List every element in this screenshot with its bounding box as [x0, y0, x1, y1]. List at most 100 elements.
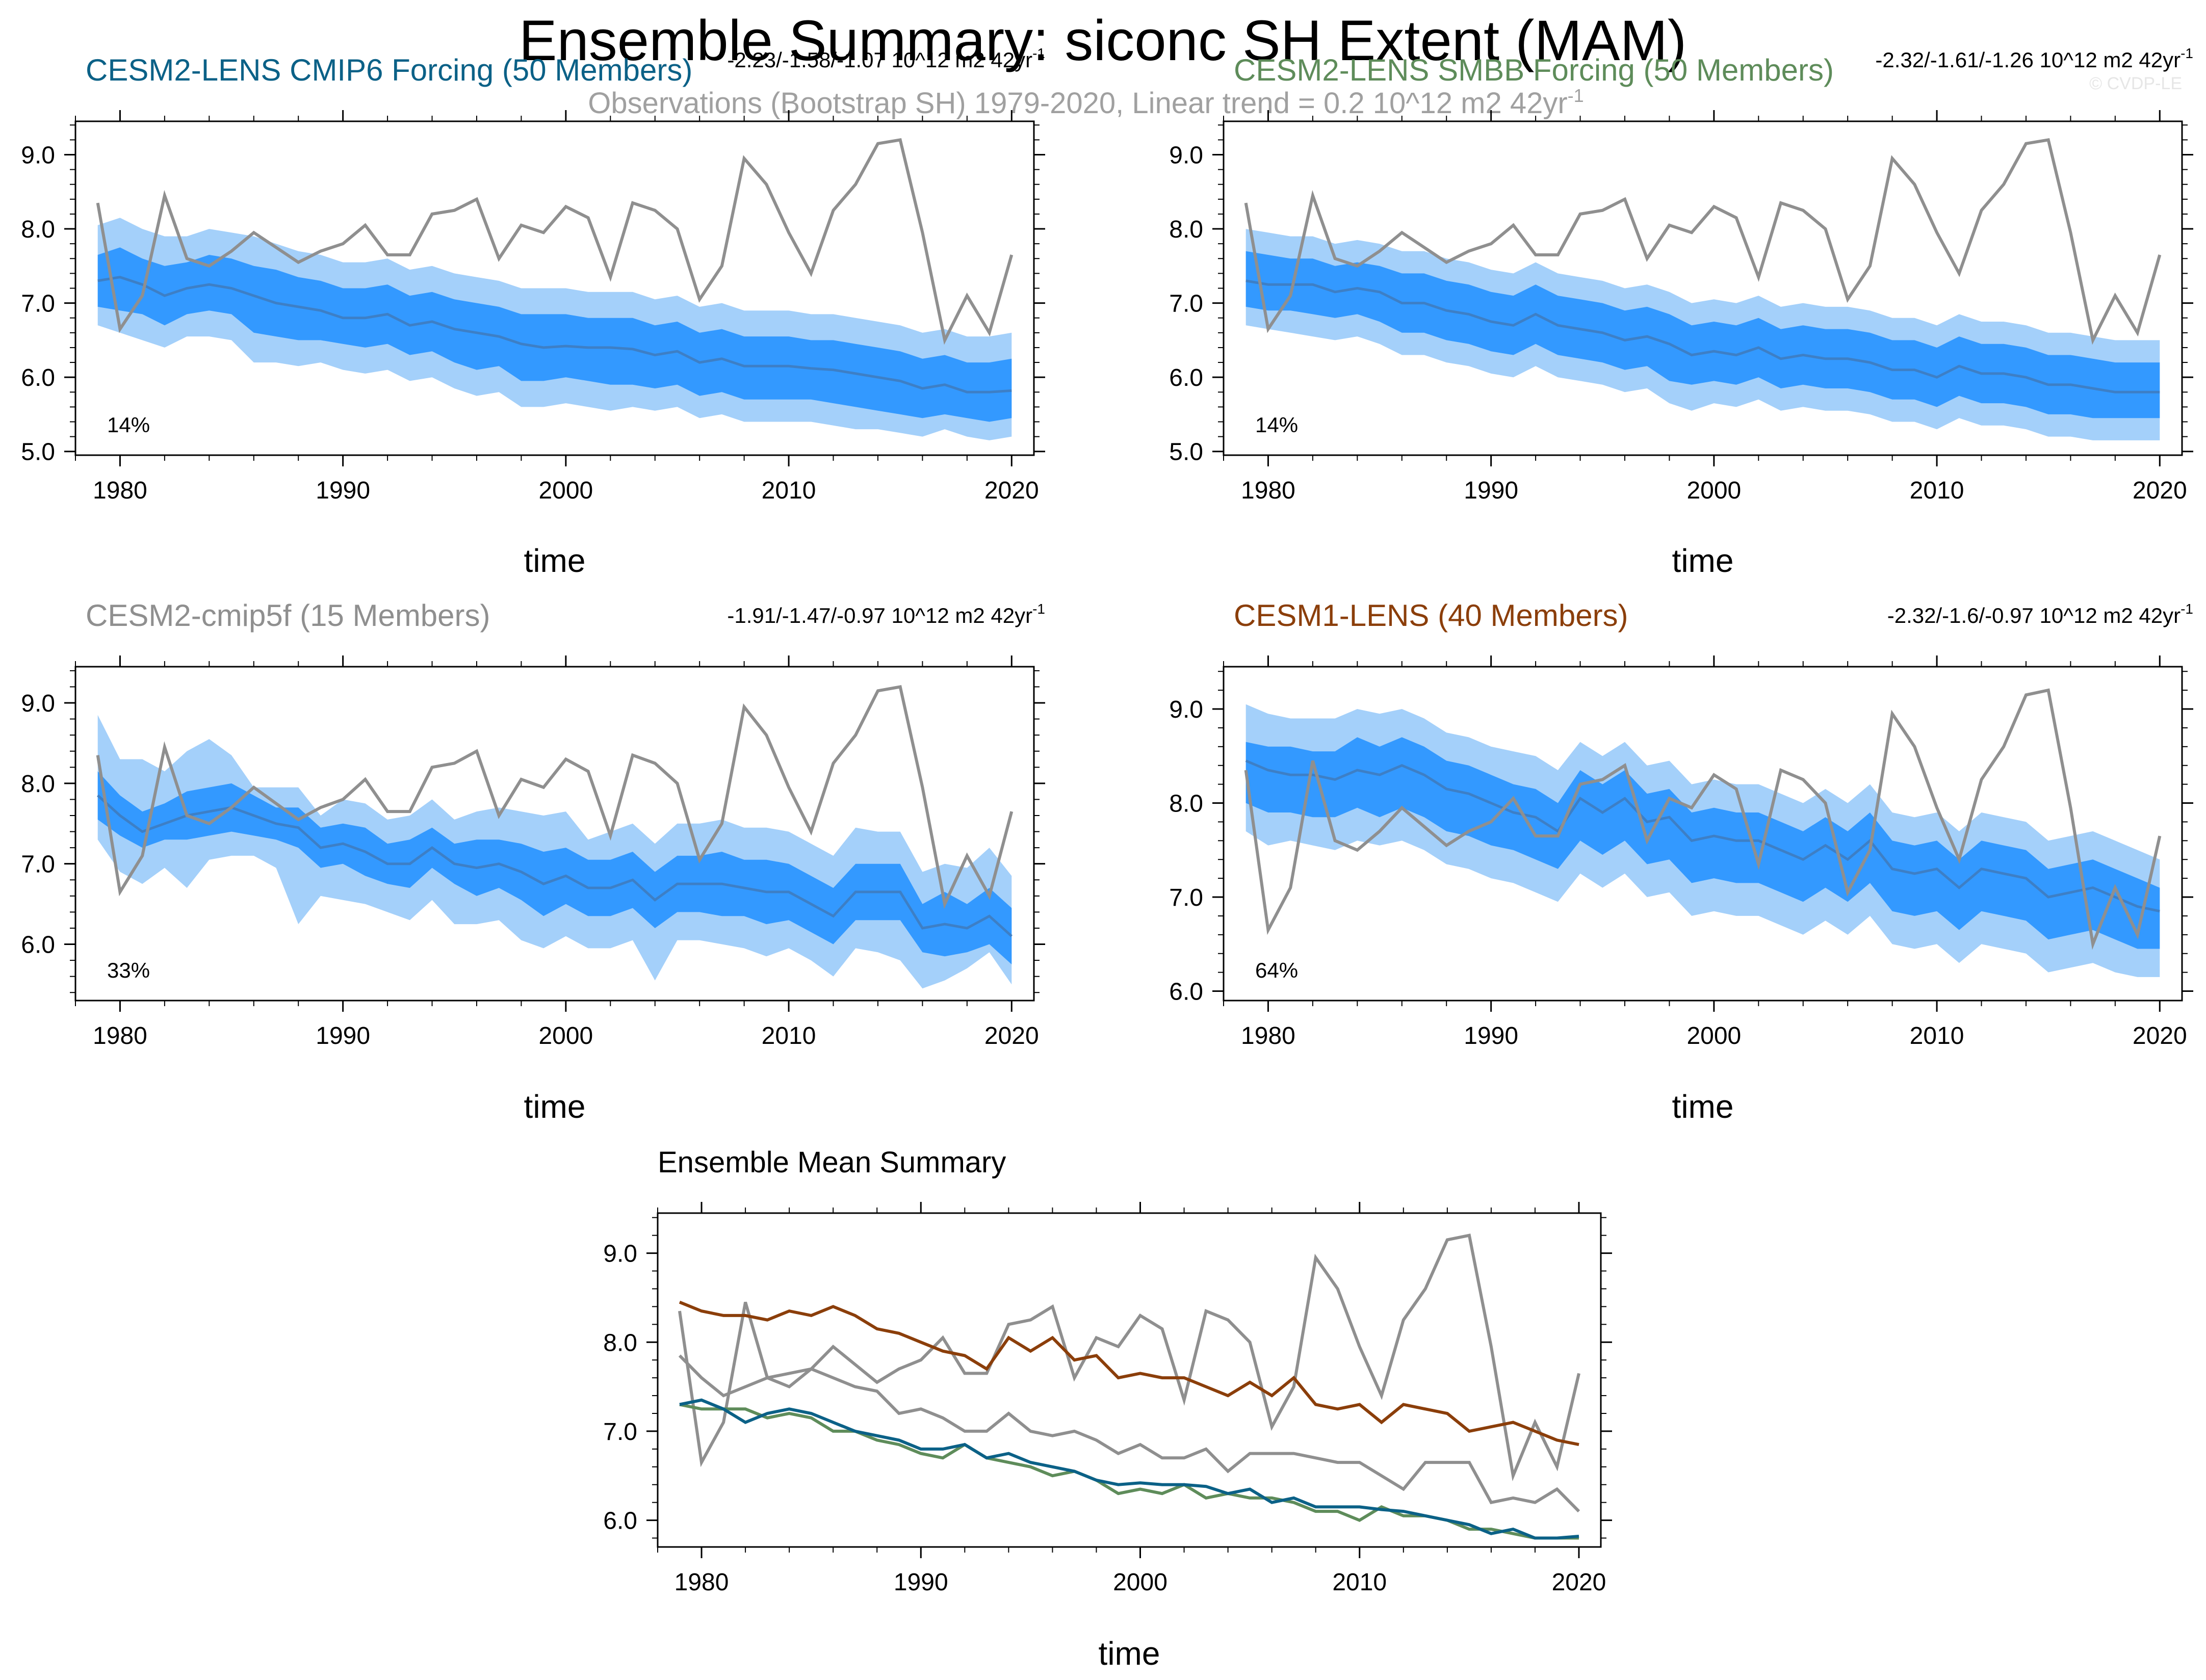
y-tick-label: 6.0	[21, 364, 55, 391]
mean-line-cesm2-cmip5f	[678, 1354, 1580, 1513]
ensemble-spread-band	[97, 247, 1012, 422]
y-tick-label: 8.0	[1169, 216, 1203, 243]
x-axis-label: time	[1672, 1088, 1734, 1125]
y-tick-label: 6.0	[603, 1508, 637, 1535]
observations-line	[1244, 138, 2162, 345]
panel-title: Ensemble Mean Summary	[658, 1146, 1006, 1179]
observations-line	[1244, 688, 2162, 950]
y-tick-label: 7.0	[1169, 291, 1203, 318]
x-axis-label: time	[524, 542, 586, 579]
panel-title: CESM2-LENS SMBB Forcing (50 Members)	[1234, 53, 1834, 87]
x-tick-label: 2000	[1686, 477, 1741, 504]
mean-line-cesm1-lens	[679, 1300, 1579, 1447]
panel-trend-sup: -1	[2181, 45, 2193, 61]
panel-trend-text: -1.91/-1.47/-0.97 10^12 m2 42yr-1	[727, 601, 1045, 627]
y-tick-label: 7.0	[603, 1419, 637, 1446]
x-tick-label: 1980	[93, 477, 147, 504]
y-tick-label: 7.0	[21, 851, 55, 878]
panel-trend-sup: -1	[2181, 601, 2193, 617]
y-tick-label: 6.0	[21, 932, 55, 959]
y-tick-label: 9.0	[1169, 142, 1203, 169]
x-tick-label: 2000	[1113, 1569, 1167, 1596]
panel-title: CESM2-cmip5f (15 Members)	[86, 598, 490, 633]
panel-trend-value: -2.32/-1.6/-0.97 10^12 m2 42yr	[1887, 603, 2181, 627]
y-tick-label: 8.0	[21, 216, 55, 243]
panel-trend-text: -2.32/-1.6/-0.97 10^12 m2 42yr-1	[1887, 601, 2193, 627]
x-tick-label: 2020	[984, 1022, 1039, 1049]
x-tick-label: 2010	[762, 1022, 816, 1049]
x-tick-label: 1990	[316, 477, 370, 504]
panel-trend-text: -2.32/-1.61/-1.26 10^12 m2 42yr-1	[1875, 45, 2193, 72]
panel-trend-sup: -1	[1032, 601, 1045, 617]
x-tick-label: 2020	[1552, 1569, 1606, 1596]
y-tick-label: 7.0	[1169, 884, 1203, 911]
observations-subtitle-sup: -1	[1568, 85, 1584, 106]
y-tick-label: 9.0	[603, 1241, 637, 1268]
y-tick-label: 8.0	[21, 771, 55, 798]
mean-line-observations	[678, 1233, 1580, 1482]
panel-trend-value: -2.32/-1.61/-1.26 10^12 m2 42yr	[1875, 48, 2181, 72]
ensemble-spread-band	[97, 771, 1012, 964]
x-tick-label: 2010	[1910, 1022, 1964, 1049]
x-tick-label: 2000	[538, 477, 593, 504]
x-tick-label: 1990	[894, 1569, 948, 1596]
percent-label: 64%	[1255, 958, 1298, 982]
y-tick-label: 5.0	[1169, 439, 1203, 466]
panel-trend-text: -2.23/-1.58/-1.07 10^12 m2 42yr-1	[727, 45, 1045, 72]
x-tick-label: 2020	[2133, 1022, 2187, 1049]
x-tick-label: 2010	[1332, 1569, 1387, 1596]
plot-frame	[657, 1212, 1602, 1548]
ensemble-mean-line	[1245, 759, 2160, 913]
x-tick-label: 1990	[1464, 1022, 1518, 1049]
x-tick-label: 1990	[1464, 477, 1518, 504]
percent-label: 33%	[107, 958, 150, 982]
observations-subtitle: Observations (Bootstrap SH) 1979-2020, L…	[588, 85, 1584, 120]
y-tick-label: 6.0	[1169, 364, 1203, 391]
panel-title: CESM1-LENS (40 Members)	[1234, 598, 1628, 633]
panel-trend-value: -1.91/-1.47/-0.97 10^12 m2 42yr	[727, 603, 1032, 627]
y-tick-label: 8.0	[603, 1329, 637, 1356]
percent-label: 14%	[107, 413, 150, 437]
y-tick-label: 9.0	[21, 690, 55, 717]
x-axis-label: time	[524, 1088, 586, 1125]
observations-subtitle-text: Observations (Bootstrap SH) 1979-2020, L…	[588, 87, 1567, 120]
panel-cesm2-lens-cmip6: CESM2-LENS CMIP6 Forcing (50 Members) -2.…	[21, 45, 1045, 579]
panel-trend-sup: -1	[1032, 45, 1045, 61]
y-tick-label: 7.0	[21, 291, 55, 318]
ensemble-spread-band	[1245, 737, 2160, 949]
ensemble-mean-line	[97, 794, 1013, 937]
x-tick-label: 1980	[1241, 1022, 1295, 1049]
x-tick-label: 2010	[1910, 477, 1964, 504]
panel-ensemble-mean-summary: Ensemble Mean Summary 6.0 7.0 8.0 9.0 1980 199…	[603, 1146, 1612, 1672]
x-tick-label: 1980	[1241, 477, 1295, 504]
y-tick-label: 8.0	[1169, 791, 1203, 818]
panel-title: CESM2-LENS CMIP6 Forcing (50 Members)	[86, 53, 692, 87]
x-tick-label: 2020	[2133, 477, 2187, 504]
x-tick-label: 2010	[762, 477, 816, 504]
figure-title: Ensemble Summary: siconc SH Extent (MAM)	[519, 9, 1686, 72]
mean-line-cesm2-lens-cmip6	[679, 1398, 1579, 1540]
observations-line	[96, 138, 1014, 345]
x-tick-label: 1980	[674, 1569, 729, 1596]
percent-label: 14%	[1255, 413, 1298, 437]
x-axis-label: time	[1099, 1635, 1160, 1672]
plot-frame	[1223, 666, 2183, 1002]
panel-cesm2-cmip5f: CESM2-cmip5f (15 Members) -1.91/-1.47/-0.…	[21, 598, 1045, 1125]
y-tick-label: 5.0	[21, 439, 55, 466]
panel-trend-value: -2.23/-1.58/-1.07 10^12 m2 42yr	[727, 48, 1032, 72]
x-tick-label: 1980	[93, 1022, 147, 1049]
watermark: © CVDP-LE	[2089, 74, 2182, 93]
plot-frame	[74, 666, 1035, 1002]
y-tick-label: 9.0	[21, 142, 55, 169]
x-tick-label: 1990	[316, 1022, 370, 1049]
panel-cesm1-lens: CESM1-LENS (40 Members) -2.32/-1.6/-0.97 …	[1169, 598, 2193, 1125]
y-tick-label: 9.0	[1169, 696, 1203, 723]
panel-cesm2-lens-smbb: CESM2-LENS SMBB Forcing (50 Members) -2.3…	[1169, 45, 2193, 579]
ensemble-mean-line	[97, 276, 1012, 393]
ensemble-mean-line	[1245, 279, 2160, 393]
x-tick-label: 2020	[984, 477, 1039, 504]
x-tick-label: 2000	[538, 1022, 593, 1049]
x-axis-label: time	[1672, 542, 1734, 579]
x-tick-label: 2000	[1686, 1022, 1741, 1049]
